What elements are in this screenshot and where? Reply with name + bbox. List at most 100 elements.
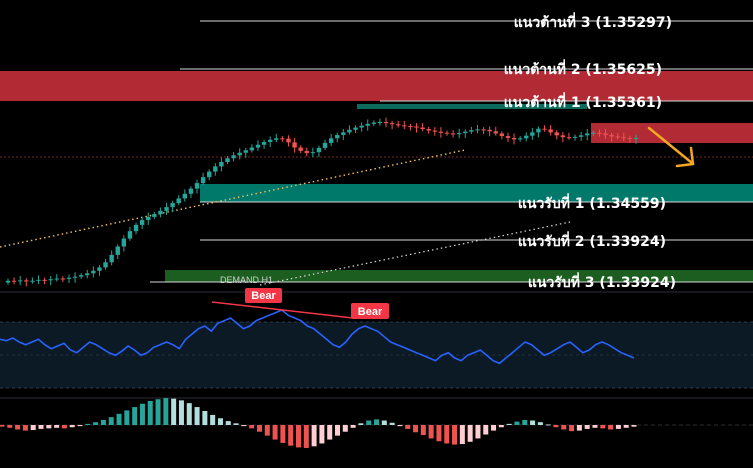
candle: [24, 278, 29, 287]
macd-bar: [366, 420, 372, 425]
candle: [359, 122, 364, 132]
resistance-zone-right: [591, 123, 753, 143]
candle: [438, 127, 444, 138]
macd-bar: [288, 425, 294, 446]
macd-bar: [241, 425, 247, 427]
macd-bar: [600, 425, 606, 429]
macd-bar: [272, 425, 278, 440]
candle: [335, 132, 340, 143]
macd-bar: [233, 423, 239, 425]
macd-bar: [545, 424, 551, 426]
candle: [109, 250, 114, 266]
candle: [36, 275, 41, 284]
candle: [536, 126, 541, 138]
macd-bar: [327, 425, 333, 440]
candle: [341, 129, 346, 140]
candle: [353, 125, 358, 133]
rsi-line: [0, 309, 635, 365]
macd-bar: [491, 425, 497, 431]
candle: [103, 258, 108, 270]
macd-bar: [225, 421, 231, 425]
macd-bar: [139, 403, 145, 425]
level-label-s3: แนวรับที่ 3 (1.33924): [528, 272, 676, 291]
candle: [578, 132, 584, 141]
macd-bar: [280, 425, 286, 443]
candle: [310, 147, 316, 158]
macd-bar: [553, 425, 559, 428]
candle: [408, 123, 413, 131]
macd-bar: [155, 399, 161, 425]
candle: [396, 120, 401, 128]
candle: [280, 136, 285, 142]
candle: [499, 131, 505, 140]
candle: [304, 147, 309, 157]
candle: [609, 132, 614, 142]
candle: [365, 119, 370, 131]
candle: [30, 277, 35, 284]
candle: [146, 212, 151, 226]
candle: [542, 125, 547, 132]
candle: [572, 134, 578, 141]
candle: [231, 151, 236, 162]
macd-bar: [584, 425, 590, 429]
candle: [603, 129, 608, 140]
macd-bar: [124, 410, 130, 425]
demand-zone: [165, 270, 753, 282]
macd-histogram: [0, 398, 753, 448]
candle: [286, 135, 291, 147]
level-label-s1: แนวรับที่ 1 (1.34559): [518, 193, 666, 212]
macd-bar: [69, 425, 75, 428]
candle: [432, 127, 437, 136]
candle: [213, 163, 218, 176]
candle: [115, 244, 120, 259]
candle: [627, 135, 633, 143]
macd-bar: [459, 425, 465, 445]
macd-bar: [132, 407, 138, 425]
candle: [322, 139, 328, 151]
candle: [316, 145, 322, 158]
macd-bar: [311, 425, 317, 447]
candle: [85, 270, 90, 279]
candle: [511, 133, 517, 145]
candle: [566, 132, 572, 140]
demand-zone-label: DEMAND H1: [220, 275, 273, 285]
macd-bar: [108, 417, 114, 425]
candle: [72, 272, 78, 283]
macd-bar: [428, 425, 434, 439]
macd-bar: [483, 425, 489, 435]
candle: [194, 179, 200, 194]
candle: [615, 133, 620, 140]
candles: [5, 117, 639, 287]
candle: [17, 275, 23, 286]
candle: [237, 148, 242, 160]
candle: [621, 132, 627, 142]
candle: [274, 133, 279, 142]
macd-bar: [116, 413, 122, 425]
candle: [517, 136, 523, 142]
candle: [164, 202, 169, 215]
macd-bar: [397, 425, 403, 427]
candle: [524, 132, 529, 142]
macd-bar: [537, 422, 543, 425]
resistance-line-zone: [357, 104, 587, 109]
macd-bar: [608, 425, 614, 430]
candle: [176, 195, 181, 206]
macd-bar: [93, 422, 99, 425]
macd-bar: [256, 425, 262, 432]
candle: [267, 136, 273, 147]
candle: [182, 189, 188, 202]
macd-bar: [178, 400, 184, 425]
macd-bar: [498, 425, 504, 428]
candle: [597, 129, 602, 137]
candle: [371, 120, 377, 127]
candle: [591, 130, 596, 136]
bear-tag-1-label: Bear: [251, 290, 276, 302]
level-label-s2: แนวรับที่ 2 (1.33924): [518, 231, 666, 250]
macd-bar: [452, 425, 458, 445]
macd-bar: [61, 425, 67, 429]
candle: [493, 126, 498, 136]
level-label-r3: แนวต้านที่ 3 (1.35297): [514, 12, 672, 31]
macd-bar: [147, 400, 153, 425]
candle: [133, 222, 139, 235]
